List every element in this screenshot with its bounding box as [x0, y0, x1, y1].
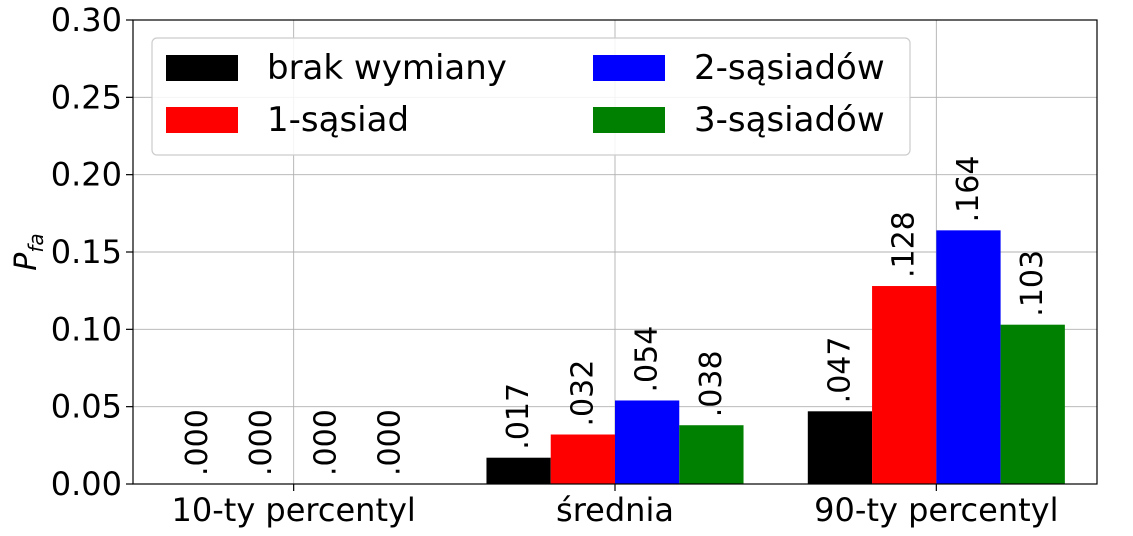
x-tick-label: 90-ty percentyl: [814, 491, 1058, 529]
y-tick-label: 0.10: [51, 310, 122, 348]
x-tick-label: 10-ty percentyl: [172, 491, 416, 529]
legend-swatch: [593, 55, 665, 81]
y-tick-label: 0.00: [51, 465, 122, 503]
bar-value-label: .164: [951, 156, 986, 223]
bar-value-label: .000: [180, 409, 215, 476]
bar: [872, 286, 937, 484]
x-axis-ticks: 10-ty percentyl średnia 90-ty percentyl: [172, 484, 1058, 529]
legend-frame: [151, 37, 911, 156]
bar-value-label: .000: [308, 409, 343, 476]
legend-label: brak wymiany: [267, 48, 507, 88]
bar-value-label: .103: [1015, 250, 1050, 317]
y-tick-label: 0.25: [51, 78, 122, 116]
y-axis-label: Pfa: [9, 233, 48, 270]
bar-value-label: .038: [694, 350, 729, 417]
legend-label: 2-sąsiadów: [694, 48, 885, 88]
bar: [936, 230, 1001, 484]
bar-value-label: .000: [244, 409, 279, 476]
bar: [1000, 324, 1065, 484]
bar: [615, 400, 680, 484]
y-tick-label: 0.20: [51, 156, 122, 194]
legend-swatch: [166, 107, 238, 133]
legend-swatch: [166, 55, 238, 81]
bar-value-label: .128: [887, 211, 922, 278]
bar: [679, 425, 744, 484]
bar-value-label: .054: [630, 326, 665, 393]
legend: brak wymiany 1-sąsiad 2-sąsiadów 3-sąsiadów: [151, 37, 911, 156]
bar-value-label: .032: [565, 360, 600, 427]
y-tick-label: 0.05: [51, 388, 122, 426]
legend-label: 3-sąsiadów: [694, 100, 885, 140]
legend-label: 1-sąsiad: [267, 100, 409, 140]
y-tick-label: 0.15: [51, 233, 122, 271]
y-axis-label-main: P: [9, 252, 44, 271]
bars-group: [486, 230, 1065, 484]
bar-value-label: .047: [822, 337, 857, 404]
bar-value-label: .000: [373, 409, 408, 476]
y-tick-label: 0.30: [51, 1, 122, 39]
x-tick-label: średnia: [556, 491, 674, 529]
bar: [550, 434, 615, 484]
legend-swatch: [593, 107, 665, 133]
bar: [486, 457, 551, 484]
bar-value-label: .017: [501, 383, 536, 450]
y-axis-label-subscript: fa: [24, 233, 48, 252]
bar-labels-group: .000 .017 .047 .000 .032 .128 .000 .054 .164 .000…: [180, 156, 1050, 476]
bar: [807, 411, 873, 484]
y-axis-ticks: 0.00 0.05 0.10 0.15 0.20 0.25 0.30: [51, 1, 133, 503]
